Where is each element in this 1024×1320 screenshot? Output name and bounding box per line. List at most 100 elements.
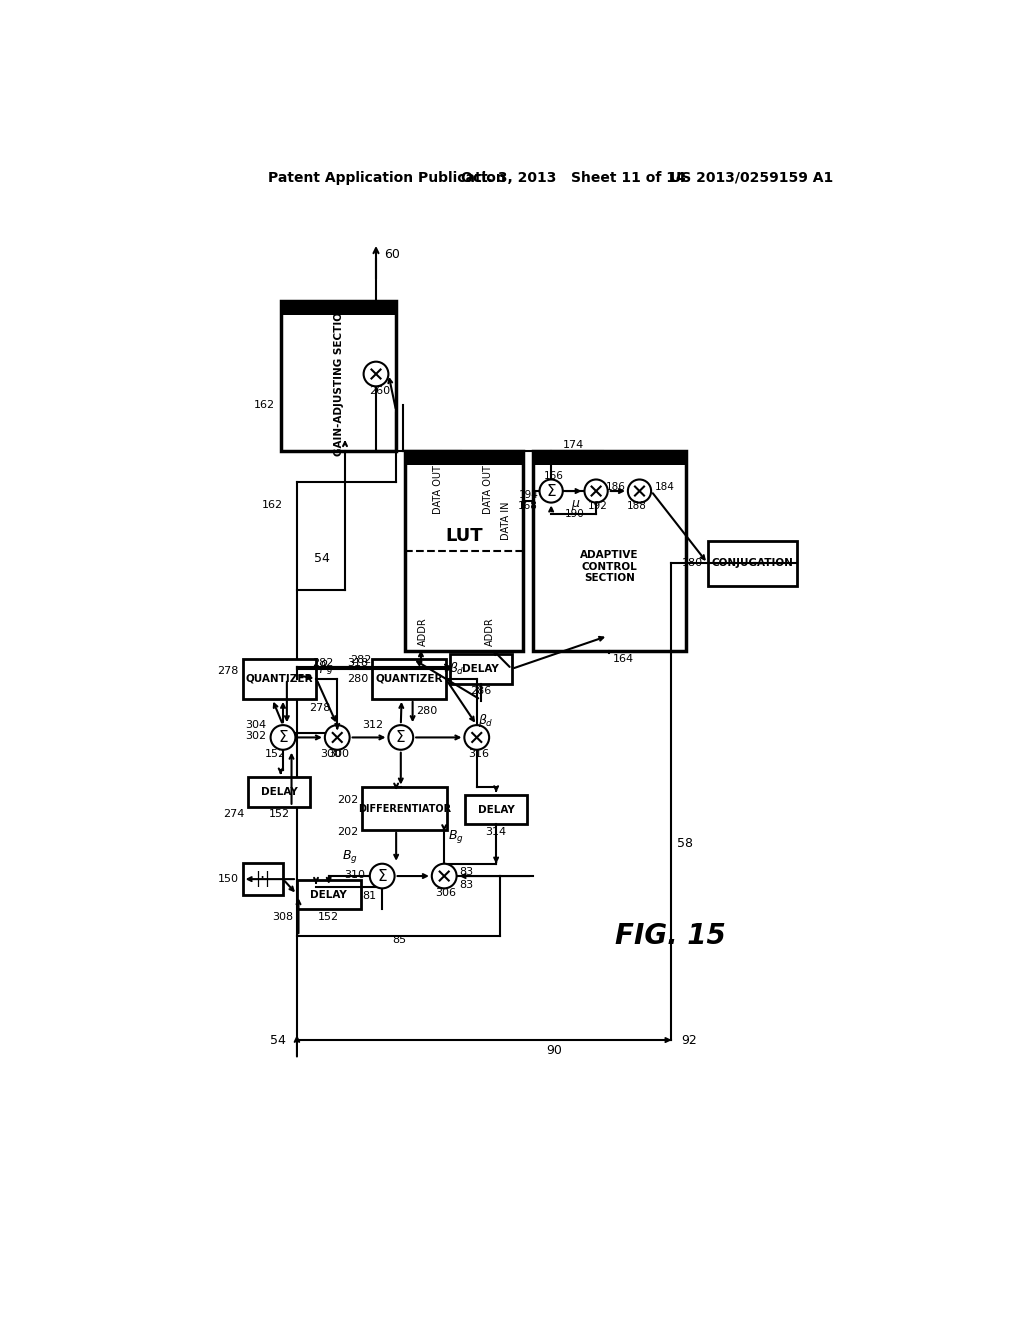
Text: 85: 85 bbox=[392, 935, 407, 945]
Bar bbox=[465, 795, 527, 825]
Text: 180: 180 bbox=[682, 558, 703, 569]
Text: 202: 202 bbox=[337, 828, 358, 837]
Text: QUANTIZER: QUANTIZER bbox=[375, 675, 442, 684]
Text: 274: 274 bbox=[223, 809, 245, 820]
Bar bbox=[282, 301, 396, 314]
Bar bbox=[406, 451, 523, 651]
Text: GAIN-ADJUSTING SECTION: GAIN-ADJUSTING SECTION bbox=[334, 304, 344, 457]
Text: ADAPTIVE
CONTROL
SECTION: ADAPTIVE CONTROL SECTION bbox=[580, 550, 639, 583]
Text: 83: 83 bbox=[460, 867, 474, 878]
Text: 164: 164 bbox=[613, 653, 634, 664]
Text: 260: 260 bbox=[370, 385, 390, 396]
Text: 286: 286 bbox=[470, 686, 492, 696]
Bar bbox=[282, 301, 396, 451]
Bar bbox=[362, 788, 447, 830]
Text: 312: 312 bbox=[362, 721, 384, 730]
Bar bbox=[532, 451, 686, 651]
Text: LUT: LUT bbox=[445, 527, 483, 545]
Text: 280: 280 bbox=[347, 675, 369, 684]
Text: $\beta_d$: $\beta_d$ bbox=[449, 660, 465, 677]
Text: 152: 152 bbox=[268, 809, 290, 820]
Bar bbox=[708, 541, 797, 586]
Text: $\Sigma$: $\Sigma$ bbox=[546, 483, 556, 499]
Text: DELAY: DELAY bbox=[310, 890, 347, 899]
Text: 314: 314 bbox=[485, 828, 507, 837]
Bar bbox=[243, 863, 283, 895]
Bar bbox=[372, 659, 445, 700]
Text: DELAY: DELAY bbox=[261, 787, 298, 797]
Text: 90: 90 bbox=[547, 1044, 562, 1056]
Text: 284: 284 bbox=[404, 453, 425, 462]
Circle shape bbox=[370, 863, 394, 888]
Text: ADDR: ADDR bbox=[418, 618, 428, 647]
Text: 81: 81 bbox=[361, 891, 376, 902]
Text: 188: 188 bbox=[628, 502, 647, 511]
Text: $\beta_g$: $\beta_g$ bbox=[319, 659, 335, 677]
Text: 300: 300 bbox=[329, 750, 349, 759]
Text: 282: 282 bbox=[312, 657, 334, 668]
Text: 54: 54 bbox=[314, 552, 330, 565]
Text: 92: 92 bbox=[681, 1034, 697, 1047]
Text: 306: 306 bbox=[435, 888, 457, 898]
Text: DATA OUT: DATA OUT bbox=[483, 465, 493, 513]
Circle shape bbox=[464, 725, 489, 750]
Text: ADDR: ADDR bbox=[485, 618, 496, 647]
Text: $\beta_d$: $\beta_d$ bbox=[478, 711, 494, 729]
Circle shape bbox=[325, 725, 349, 750]
Text: 310: 310 bbox=[344, 870, 366, 879]
Text: 152: 152 bbox=[264, 750, 286, 759]
Text: CONJUGATION: CONJUGATION bbox=[712, 558, 794, 569]
Text: US 2013/0259159 A1: US 2013/0259159 A1 bbox=[671, 170, 834, 185]
Text: 150: 150 bbox=[218, 874, 239, 884]
Text: $B_g$: $B_g$ bbox=[342, 849, 358, 866]
Circle shape bbox=[540, 479, 563, 503]
Text: 192: 192 bbox=[588, 502, 607, 511]
Text: 166: 166 bbox=[544, 471, 563, 480]
Text: $\Sigma$: $\Sigma$ bbox=[395, 730, 407, 746]
Circle shape bbox=[628, 479, 651, 503]
Text: FIG. 15: FIG. 15 bbox=[615, 923, 726, 950]
Text: 174: 174 bbox=[563, 440, 585, 450]
Text: $\Sigma$: $\Sigma$ bbox=[377, 869, 387, 884]
Text: DATA OUT: DATA OUT bbox=[433, 465, 443, 513]
Text: 318: 318 bbox=[347, 657, 369, 668]
Text: 152: 152 bbox=[318, 912, 339, 921]
Text: 162: 162 bbox=[262, 500, 283, 510]
Circle shape bbox=[364, 362, 388, 387]
Text: DELAY: DELAY bbox=[462, 664, 499, 675]
Text: 60: 60 bbox=[384, 248, 399, 261]
Bar bbox=[297, 880, 360, 909]
Text: Oct. 3, 2013   Sheet 11 of 14: Oct. 3, 2013 Sheet 11 of 14 bbox=[461, 170, 686, 185]
Text: DIFFERENTIATOR: DIFFERENTIATOR bbox=[358, 804, 452, 813]
Text: 278: 278 bbox=[309, 704, 330, 713]
Text: 316: 316 bbox=[468, 750, 488, 759]
Text: |·|: |·| bbox=[255, 871, 270, 887]
Text: $B_g$: $B_g$ bbox=[449, 828, 464, 845]
Text: QUANTIZER: QUANTIZER bbox=[246, 675, 313, 684]
Text: 162: 162 bbox=[254, 400, 275, 409]
Text: Patent Application Publication: Patent Application Publication bbox=[267, 170, 505, 185]
Text: 54: 54 bbox=[270, 1034, 286, 1047]
Text: 300: 300 bbox=[321, 750, 342, 759]
Bar bbox=[532, 451, 686, 465]
Text: 190: 190 bbox=[564, 510, 585, 519]
Text: 186: 186 bbox=[605, 482, 626, 492]
Text: 304: 304 bbox=[245, 721, 266, 730]
Circle shape bbox=[432, 863, 457, 888]
Text: $\mu$: $\mu$ bbox=[571, 498, 581, 512]
Bar bbox=[243, 659, 316, 700]
Bar bbox=[248, 777, 310, 807]
Text: 83: 83 bbox=[460, 880, 474, 890]
Text: 280: 280 bbox=[417, 706, 437, 717]
Text: DATA IN: DATA IN bbox=[501, 502, 511, 540]
Text: 202: 202 bbox=[337, 795, 358, 805]
Circle shape bbox=[585, 479, 607, 503]
Text: 184: 184 bbox=[655, 482, 675, 492]
Bar bbox=[450, 655, 512, 684]
Text: 282: 282 bbox=[350, 656, 371, 665]
Text: 302: 302 bbox=[245, 731, 266, 741]
Circle shape bbox=[270, 725, 295, 750]
Text: DELAY: DELAY bbox=[478, 805, 514, 814]
Text: 194: 194 bbox=[519, 490, 539, 500]
Text: 58: 58 bbox=[677, 837, 692, 850]
